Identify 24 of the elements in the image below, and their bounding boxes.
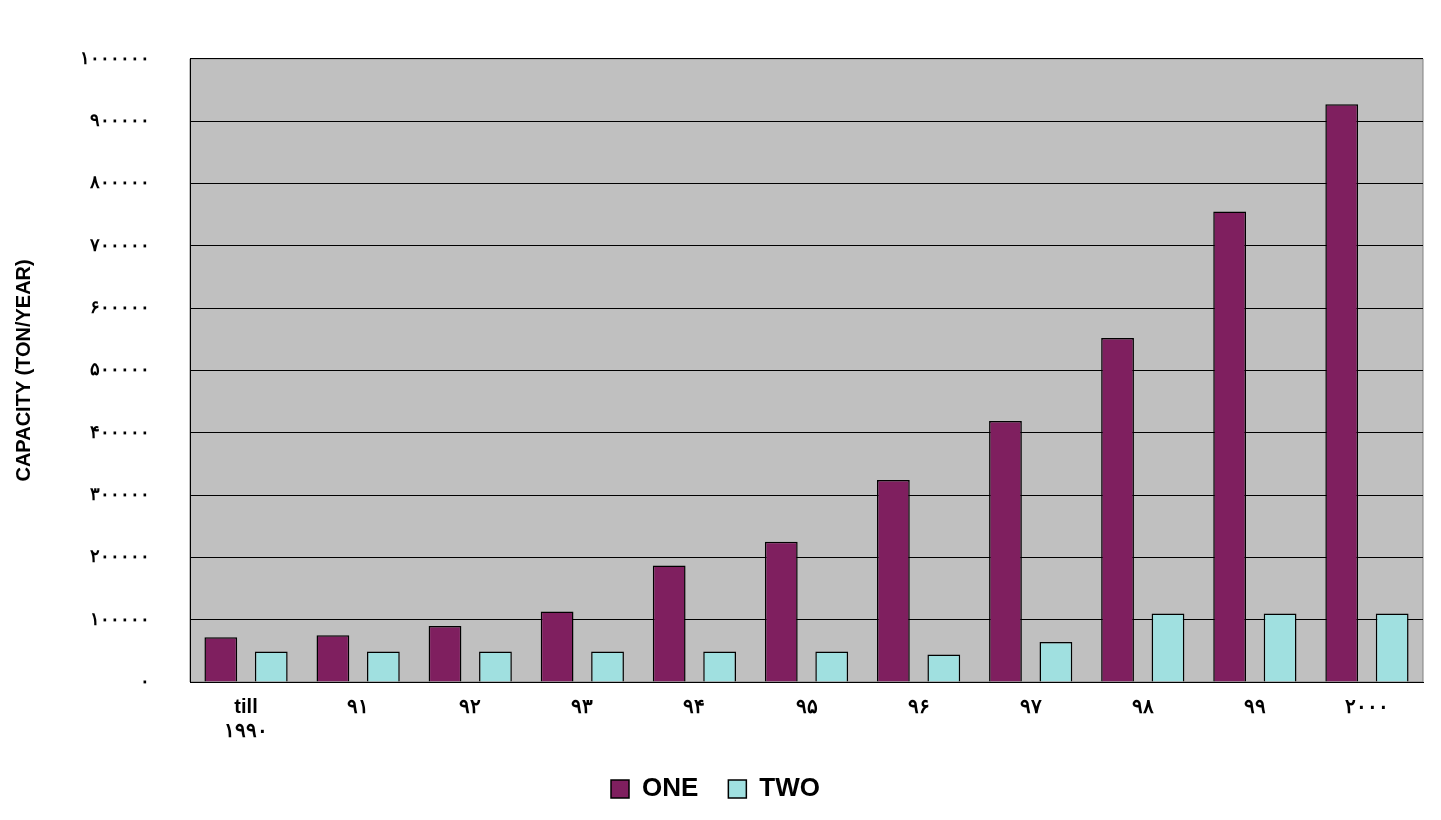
- y-tick-label: ۹۰۰۰۰۰: [90, 110, 150, 131]
- x-tick-label: ۹۵: [795, 694, 818, 717]
- x-tick-label: ۹۶: [907, 694, 930, 717]
- y-tick-label: ۸۰۰۰۰۰: [89, 172, 150, 193]
- x-tick-label: ۹۲: [459, 694, 482, 717]
- y-tick-label: ۰: [140, 670, 150, 691]
- x-tick-label: ۹۸: [1131, 694, 1154, 717]
- y-tick-label: ۴۰۰۰۰۰: [90, 421, 150, 442]
- y-tick-label: ۶۰۰۰۰۰: [90, 297, 150, 318]
- y-tick-label: ۳۰۰۰۰۰: [90, 484, 150, 505]
- x-tick-label: ۹۹: [1243, 694, 1266, 717]
- y-tick-label: ۱۰۰۰۰۰: [90, 608, 150, 629]
- x-tick-label: ۹۴: [683, 694, 706, 717]
- y-tick-label: ۷۰۰۰۰۰: [89, 234, 150, 255]
- x-tick-label: ۹۱: [347, 694, 370, 717]
- x-tick-label: ۹۷: [1019, 694, 1042, 717]
- y-tick-label: ۵۰۰۰۰۰: [90, 359, 150, 380]
- y-axis-title: CAPACITY (TON/YEAR): [11, 259, 34, 482]
- x-tick-label: ۲۰۰۰: [1344, 694, 1389, 717]
- legend-label: TWO: [759, 772, 820, 803]
- y-tick-label: ۲۰۰۰۰۰: [90, 546, 150, 567]
- y-tick-label: ۱۰۰۰۰۰۰: [80, 47, 150, 68]
- x-tick-label: ۹۳: [571, 694, 594, 717]
- legend-label: ONE: [642, 772, 699, 803]
